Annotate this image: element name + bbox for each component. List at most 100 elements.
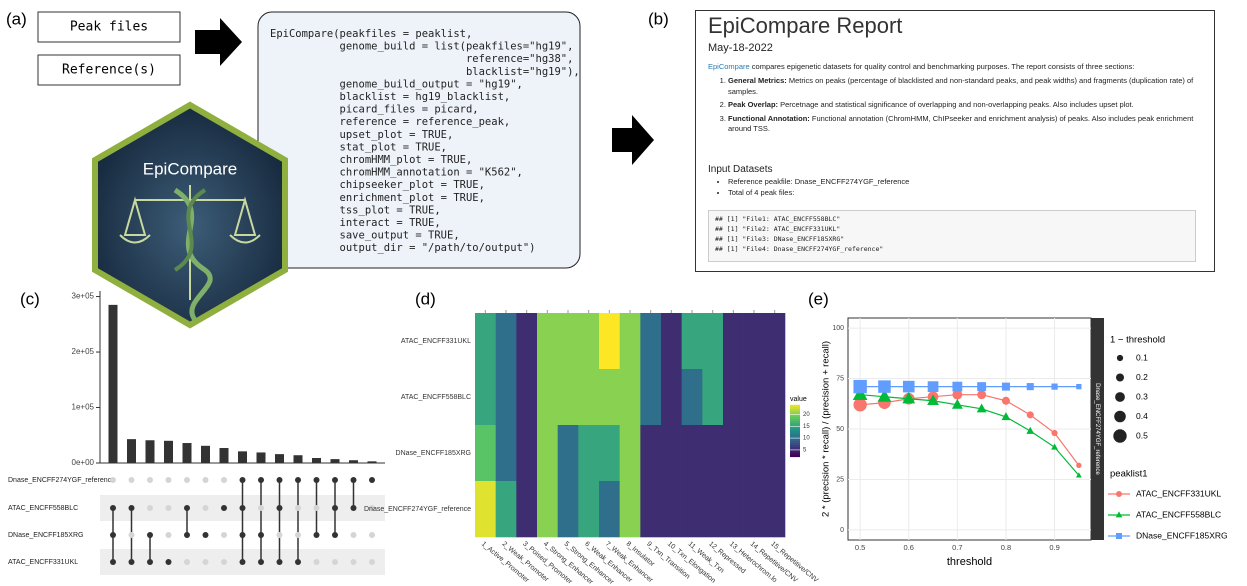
output-line: ## [1] "File3: DNase_ENCFF185XRG" bbox=[715, 234, 1189, 244]
marker bbox=[878, 380, 891, 393]
heat-cell bbox=[599, 481, 620, 537]
set-dot bbox=[314, 532, 320, 538]
arrow bbox=[195, 18, 242, 66]
section-text: Metrics on peaks (percentage of blacklis… bbox=[728, 76, 1193, 96]
set-dot bbox=[369, 532, 375, 538]
heat-cell bbox=[702, 313, 723, 369]
panel-label: (b) bbox=[648, 9, 669, 28]
size-key bbox=[1113, 429, 1126, 442]
heat-cell bbox=[537, 425, 558, 481]
heat-cell bbox=[682, 313, 703, 369]
marker bbox=[1051, 384, 1057, 390]
set-dot bbox=[110, 559, 116, 565]
marker bbox=[928, 381, 939, 392]
bar bbox=[164, 441, 173, 463]
set-label: DNase_ENCFF185XRG bbox=[8, 532, 83, 539]
colorbar-label: 15 bbox=[803, 424, 810, 430]
output-block: ## [1] "File1: ATAC_ENCFF558BLC" ## [1] "… bbox=[708, 210, 1196, 262]
colorbar-step bbox=[790, 431, 800, 433]
colorbar-step bbox=[790, 419, 800, 421]
set-dot bbox=[351, 532, 357, 538]
heat-cell bbox=[537, 481, 558, 537]
bar bbox=[220, 448, 229, 463]
heat-cell bbox=[661, 425, 682, 481]
set-dot bbox=[277, 532, 283, 538]
heat-cell bbox=[702, 425, 723, 481]
set-label: ATAC_ENCFF558BLC bbox=[8, 505, 78, 512]
heat-cell bbox=[558, 369, 579, 425]
legend-marker bbox=[1116, 491, 1122, 497]
heat-cell bbox=[537, 369, 558, 425]
heat-cell bbox=[496, 369, 517, 425]
heat-cell bbox=[682, 481, 703, 537]
set-dot bbox=[314, 477, 320, 483]
set-dot bbox=[240, 477, 246, 483]
link[interactable]: EpiCompare bbox=[708, 62, 750, 71]
set-dot bbox=[221, 477, 227, 483]
code-line: blacklist="hg19"), bbox=[270, 66, 580, 78]
x-tick-label: 0.9 bbox=[1049, 543, 1059, 552]
colorbar-step bbox=[790, 453, 800, 455]
set-dot bbox=[277, 477, 283, 483]
set-dot bbox=[166, 477, 172, 483]
set-dot bbox=[258, 505, 264, 511]
colorbar-step bbox=[790, 447, 800, 449]
colorbar-step bbox=[790, 429, 800, 431]
colorbar-step bbox=[790, 439, 800, 441]
colorbar-step bbox=[790, 425, 800, 427]
code-line: output_dir = "/path/to/output") bbox=[270, 242, 536, 254]
code-line: upset_plot = TRUE, bbox=[270, 129, 453, 141]
set-dot bbox=[166, 505, 172, 511]
set-dot bbox=[351, 559, 357, 565]
set-dot bbox=[258, 477, 264, 483]
row-label: DNase_ENCFF185XRG bbox=[396, 450, 471, 457]
section-list: General Metrics: Metrics on peaks (perce… bbox=[710, 73, 1216, 135]
size-key bbox=[1114, 411, 1126, 423]
marker bbox=[1027, 383, 1034, 390]
legend-label: 0.1 bbox=[1136, 352, 1148, 362]
set-dot bbox=[332, 477, 338, 483]
heat-cell bbox=[661, 313, 682, 369]
colorbar-step bbox=[790, 441, 800, 443]
heat-cell bbox=[578, 481, 599, 537]
colorbar-step bbox=[790, 409, 800, 411]
output-line: ## [1] "File1: ATAC_ENCFF558BLC" bbox=[715, 214, 1189, 224]
y-tick-label: 1e+05 bbox=[72, 403, 95, 412]
bar bbox=[349, 460, 358, 463]
set-dot bbox=[369, 477, 375, 483]
set-dot bbox=[258, 532, 264, 538]
heat-cell bbox=[516, 425, 537, 481]
colorbar-step bbox=[790, 443, 800, 445]
heat-cell bbox=[723, 313, 744, 369]
facet-label: Dnase_ENCFF274YGF_reference bbox=[1094, 383, 1100, 475]
marker bbox=[1076, 463, 1081, 468]
set-dot bbox=[240, 532, 246, 538]
colorbar-step bbox=[790, 455, 800, 457]
set-dot bbox=[203, 505, 209, 511]
code-line: reference="hg38", bbox=[270, 53, 573, 65]
set-dot bbox=[295, 505, 301, 511]
marker bbox=[903, 381, 915, 393]
set-dot bbox=[129, 559, 135, 565]
heat-cell bbox=[599, 313, 620, 369]
code-line: picard_files = picard, bbox=[270, 104, 479, 116]
heat-cell bbox=[496, 313, 517, 369]
set-dot bbox=[203, 559, 209, 565]
logo-text: EpiCompare bbox=[143, 159, 238, 178]
colorbar-step bbox=[790, 451, 800, 453]
set-dot bbox=[221, 559, 227, 565]
arrow bbox=[612, 115, 654, 165]
y-tick-label: 50 bbox=[836, 426, 844, 433]
bar bbox=[238, 451, 247, 463]
row-label: Dnase_ENCFF274YGF_reference bbox=[364, 506, 471, 513]
heat-cell bbox=[764, 481, 785, 537]
intro-text: compares epigenetic datasets for quality… bbox=[750, 62, 1135, 71]
set-dot bbox=[110, 532, 116, 538]
bar bbox=[146, 440, 155, 463]
colorbar-step bbox=[790, 411, 800, 413]
bar bbox=[257, 452, 266, 463]
heat-cell bbox=[496, 425, 517, 481]
size-key bbox=[1116, 374, 1124, 382]
size-key bbox=[1115, 392, 1125, 402]
set-dot bbox=[332, 505, 338, 511]
